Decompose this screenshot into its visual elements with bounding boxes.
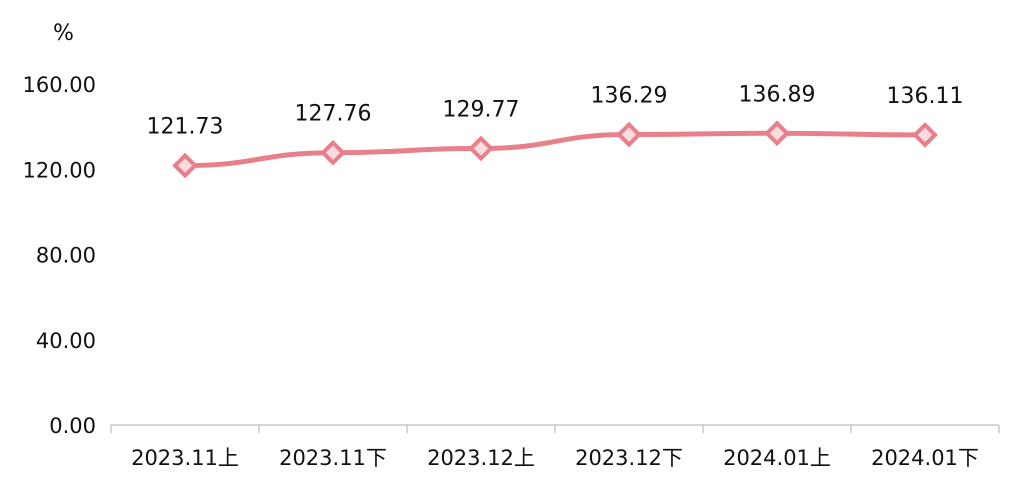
data-label: 136.29	[591, 84, 668, 109]
data-point-marker	[320, 139, 346, 166]
y-tick-label: 120.00	[23, 158, 96, 182]
data-label: 127.76	[295, 102, 372, 127]
y-tick-label: 40.00	[36, 329, 96, 353]
y-axis-unit-label: %	[53, 21, 74, 46]
data-point-marker	[616, 121, 642, 148]
x-tick-label: 2023.11上	[131, 446, 239, 470]
x-tick-label: 2023.12上	[427, 446, 535, 470]
x-tick-label: 2024.01下	[871, 446, 979, 470]
data-label: 136.11	[887, 84, 964, 109]
x-tick-label: 2024.01上	[723, 446, 831, 470]
data-label: 129.77	[443, 97, 520, 122]
data-label: 136.89	[739, 82, 816, 107]
data-label: 121.73	[147, 115, 224, 140]
data-point-marker	[912, 122, 938, 148]
y-tick-label: 0.00	[49, 414, 96, 438]
data-point-marker	[468, 135, 494, 162]
data-point-marker	[172, 152, 198, 179]
y-tick-label: 80.00	[36, 244, 96, 268]
y-tick-label: 160.00	[23, 73, 96, 97]
series-line	[182, 130, 928, 169]
data-point-marker	[764, 120, 790, 147]
x-tick-label: 2023.12下	[575, 446, 683, 470]
x-tick-label: 2023.11下	[279, 446, 387, 470]
